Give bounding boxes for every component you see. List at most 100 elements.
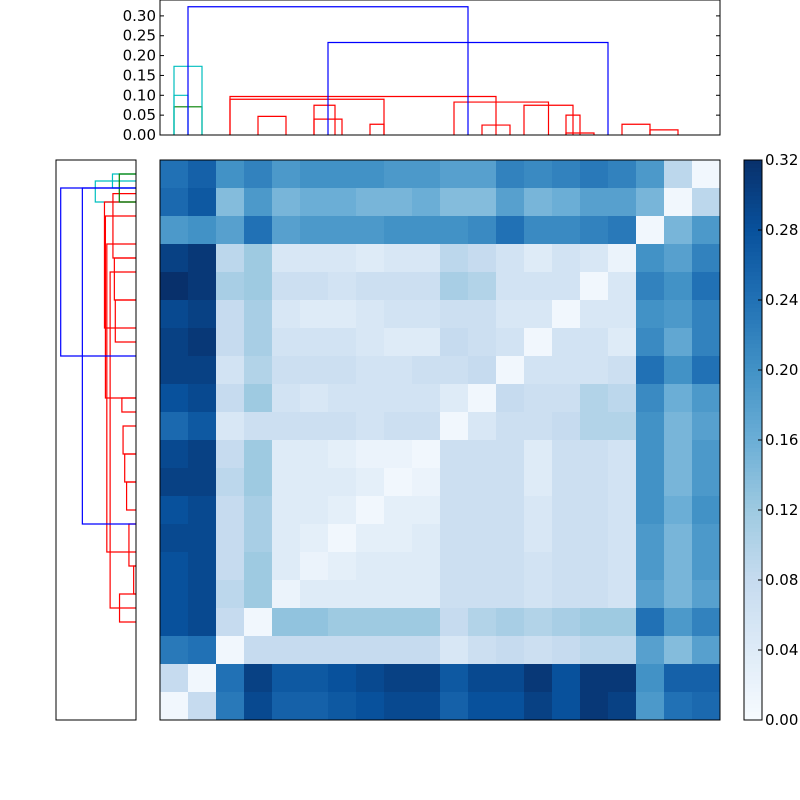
heatmap-cell <box>440 636 469 665</box>
colorbar-segment <box>744 596 762 601</box>
colorbar-segment <box>744 392 762 397</box>
heatmap-cell <box>552 244 581 273</box>
heatmap-cell <box>356 216 385 245</box>
heatmap-cell <box>496 412 525 441</box>
heatmap-cell <box>524 384 553 413</box>
colorbar-segment <box>744 300 762 305</box>
heatmap-cell <box>188 608 217 637</box>
heatmap-cell <box>664 552 693 581</box>
heatmap-cell <box>692 636 721 665</box>
colorbar-segment <box>744 668 762 673</box>
heatmap-cell <box>552 692 581 721</box>
heatmap-cell <box>692 580 721 609</box>
heatmap-cell <box>412 356 441 385</box>
heatmap-cell <box>244 468 273 497</box>
heatmap-cell <box>384 524 413 553</box>
heatmap-cell <box>692 552 721 581</box>
heatmap-cell <box>636 300 665 329</box>
colorbar-segment <box>744 280 762 285</box>
colorbar-segment <box>744 628 762 633</box>
heatmap-cell <box>356 580 385 609</box>
heatmap-cell <box>440 524 469 553</box>
heatmap-cell <box>440 300 469 329</box>
left-dendrogram-link <box>112 193 136 259</box>
colorbar-segment <box>744 204 762 209</box>
heatmap-cell <box>384 496 413 525</box>
heatmap-cell <box>244 300 273 329</box>
heatmap-cell <box>188 216 217 245</box>
heatmap-cell <box>272 608 301 637</box>
heatmap-cell <box>552 300 581 329</box>
colorbar-segment <box>744 440 762 445</box>
heatmap-cell <box>580 384 609 413</box>
colorbar-segment <box>744 276 762 281</box>
colorbar-segment <box>744 184 762 189</box>
heatmap-cell <box>664 636 693 665</box>
heatmap-cell <box>216 160 245 189</box>
heatmap-cell <box>300 524 329 553</box>
colorbar-segment <box>744 516 762 521</box>
colorbar-segment <box>744 560 762 565</box>
colorbar-segment <box>744 312 762 317</box>
heatmap-cell <box>300 216 329 245</box>
heatmap-cell <box>440 244 469 273</box>
heatmap-cell <box>188 300 217 329</box>
heatmap-cell <box>160 216 189 245</box>
heatmap-cell <box>216 552 245 581</box>
colorbar-segment <box>744 284 762 289</box>
heatmap-cell <box>356 608 385 637</box>
colorbar-segment <box>744 584 762 589</box>
left-dendrogram-link <box>103 201 136 329</box>
heatmap-cell <box>552 272 581 301</box>
heatmap-cell <box>216 272 245 301</box>
top-dendrogram-tick-label: 0.10 <box>123 86 156 104</box>
heatmap-cell <box>580 300 609 329</box>
heatmap-cell <box>356 384 385 413</box>
heatmap-cell <box>160 188 189 217</box>
heatmap-cell <box>412 412 441 441</box>
heatmap-cell <box>664 692 693 721</box>
heatmap-cell <box>552 440 581 469</box>
colorbar-segment <box>744 272 762 277</box>
heatmap-cell <box>356 300 385 329</box>
heatmap-cell <box>244 272 273 301</box>
heatmap-cell <box>496 244 525 273</box>
heatmap-cell <box>328 412 357 441</box>
heatmap-cell <box>692 188 721 217</box>
colorbar-segment <box>744 460 762 465</box>
heatmap-cell <box>664 580 693 609</box>
heatmap-cell <box>412 272 441 301</box>
heatmap <box>159 159 721 721</box>
colorbar-segment <box>744 216 762 221</box>
heatmap-cell <box>216 664 245 693</box>
heatmap-cell <box>244 216 273 245</box>
colorbar-segment <box>744 320 762 325</box>
heatmap-cell <box>524 356 553 385</box>
heatmap-cell <box>188 384 217 413</box>
heatmap-cell <box>412 664 441 693</box>
heatmap-cell <box>608 384 637 413</box>
heatmap-cell <box>272 384 301 413</box>
heatmap-cell <box>216 188 245 217</box>
heatmap-cell <box>160 244 189 273</box>
heatmap-cell <box>692 216 721 245</box>
colorbar-segment <box>744 412 762 417</box>
heatmap-cell <box>636 216 665 245</box>
heatmap-cell <box>692 272 721 301</box>
heatmap-cell <box>328 216 357 245</box>
colorbar-segment <box>744 664 762 669</box>
heatmap-cell <box>328 384 357 413</box>
heatmap-cell <box>692 440 721 469</box>
colorbar-segment <box>744 168 762 173</box>
heatmap-cell <box>356 664 385 693</box>
heatmap-cell <box>384 608 413 637</box>
heatmap-cell <box>272 160 301 189</box>
heatmap-cell <box>384 468 413 497</box>
heatmap-cell <box>328 636 357 665</box>
heatmap-cell <box>384 300 413 329</box>
heatmap-cell <box>160 468 189 497</box>
colorbar-segment <box>744 220 762 225</box>
heatmap-cell <box>580 552 609 581</box>
heatmap-cell <box>272 412 301 441</box>
colorbar-segment <box>744 196 762 201</box>
